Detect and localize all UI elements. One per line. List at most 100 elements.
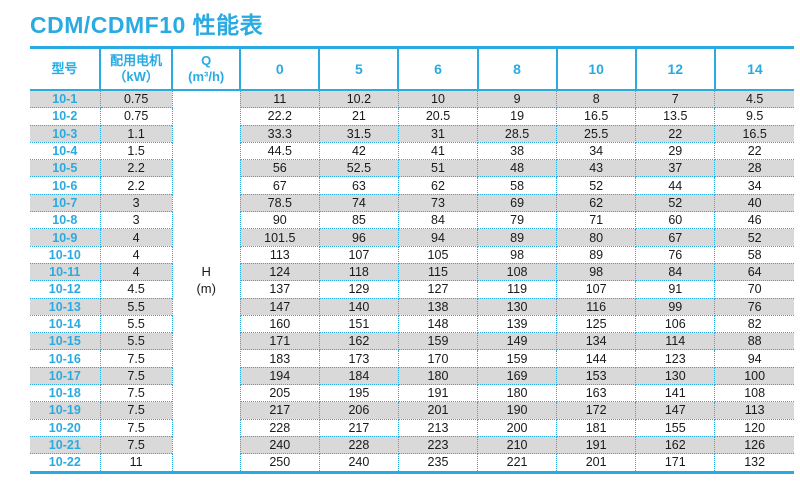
head-value-cell: 9 bbox=[477, 89, 558, 109]
head-value-cell: 58 bbox=[477, 176, 558, 195]
head-value-cell: 118 bbox=[318, 262, 399, 282]
head-value-cell: 62 bbox=[556, 193, 637, 213]
model-cell: 10-6 bbox=[30, 176, 101, 195]
head-value-cell: 84 bbox=[397, 211, 479, 230]
head-value-cell: 181 bbox=[556, 418, 637, 437]
table-row: 10-17 7.5 194 184 180 169 153 130 100 bbox=[30, 366, 794, 386]
head-value-cell: 228 bbox=[239, 418, 320, 437]
head-value-cell: 159 bbox=[477, 349, 558, 368]
head-value-cell: 101.5 bbox=[239, 228, 320, 247]
head-value-cell: 172 bbox=[556, 401, 637, 420]
col-header-motor-power: 配用电机 （kW） bbox=[99, 47, 173, 91]
motor-power-cell: 5.5 bbox=[99, 332, 173, 351]
head-value-cell: 96 bbox=[318, 228, 399, 247]
col-header-flow-5: 12 bbox=[634, 47, 715, 91]
head-value-cell: 124 bbox=[239, 262, 320, 282]
motor-power-cell: 7.5 bbox=[99, 401, 173, 420]
head-value-cell: 113 bbox=[239, 245, 320, 264]
head-value-cell: 151 bbox=[318, 314, 399, 334]
head-value-cell: 56 bbox=[239, 159, 320, 178]
model-cell: 10-4 bbox=[30, 141, 101, 161]
model-cell: 10-21 bbox=[30, 435, 101, 455]
table-row: 10-21 7.5 240 228 223 210 191 162 126 bbox=[30, 435, 794, 455]
head-value-cell: 89 bbox=[556, 245, 637, 264]
motor-power-cell: 7.5 bbox=[99, 418, 173, 437]
head-value-cell: 149 bbox=[477, 332, 558, 351]
head-value-cell: 90 bbox=[239, 211, 320, 230]
head-value-cell: 113 bbox=[714, 401, 794, 420]
head-value-cell: 94 bbox=[714, 349, 794, 368]
motor-power-cell: 5.5 bbox=[99, 314, 173, 334]
head-value-cell: 33.3 bbox=[239, 124, 320, 143]
motor-power-cell: 7.5 bbox=[99, 366, 173, 386]
head-value-cell: 22 bbox=[635, 124, 716, 143]
head-value-cell: 71 bbox=[556, 211, 637, 230]
head-unit-cell: H (m) bbox=[171, 90, 241, 473]
head-value-cell: 162 bbox=[635, 435, 716, 455]
head-value-cell: 4.5 bbox=[714, 89, 794, 109]
table-row: 10-19 7.5 217 206 201 190 172 147 113 bbox=[30, 401, 794, 420]
head-value-cell: 201 bbox=[556, 453, 637, 473]
head-value-cell: 25.5 bbox=[556, 124, 637, 143]
col-header-flow-0: 0 bbox=[239, 47, 320, 91]
head-value-cell: 63 bbox=[318, 176, 399, 195]
page-title: CDM/CDMF10 性能表 bbox=[30, 12, 264, 38]
model-cell: 10-20 bbox=[30, 418, 101, 437]
col-header-flow-3: 8 bbox=[476, 47, 557, 91]
motor-power-cell: 1.5 bbox=[99, 141, 173, 161]
motor-power-cell: 1.1 bbox=[99, 124, 173, 143]
head-value-cell: 190 bbox=[477, 401, 558, 420]
head-value-cell: 171 bbox=[635, 453, 716, 473]
head-value-cell: 250 bbox=[239, 453, 320, 473]
motor-power-cell: 3 bbox=[99, 193, 173, 213]
head-value-cell: 67 bbox=[239, 176, 320, 195]
head-value-cell: 213 bbox=[397, 418, 479, 437]
model-cell: 10-11 bbox=[30, 262, 101, 282]
head-value-cell: 10.2 bbox=[318, 89, 399, 109]
head-value-cell: 148 bbox=[397, 314, 479, 334]
motor-power-cell: 4 bbox=[99, 262, 173, 282]
head-value-cell: 80 bbox=[556, 228, 637, 247]
motor-power-cell: 2.2 bbox=[99, 159, 173, 178]
head-value-cell: 147 bbox=[635, 401, 716, 420]
motor-power-cell: 5.5 bbox=[99, 297, 173, 316]
motor-power-cell: 0.75 bbox=[99, 107, 173, 126]
model-cell: 10-9 bbox=[30, 228, 101, 247]
head-value-cell: 126 bbox=[714, 435, 794, 455]
table-row: 10-16 7.5 183 173 170 159 144 123 94 bbox=[30, 349, 794, 368]
model-cell: 10-18 bbox=[30, 384, 101, 403]
table-row: 10-7 3 78.5 74 73 69 62 52 40 bbox=[30, 193, 794, 213]
head-value-cell: 42 bbox=[318, 141, 399, 161]
head-value-cell: 183 bbox=[239, 349, 320, 368]
table-row: 10-11 4 124 118 115 108 98 84 64 bbox=[30, 262, 794, 282]
head-value-cell: 217 bbox=[318, 418, 399, 437]
head-value-cell: 62 bbox=[397, 176, 479, 195]
head-value-cell: 9.5 bbox=[714, 107, 794, 126]
head-value-cell: 76 bbox=[635, 245, 716, 264]
model-cell: 10-16 bbox=[30, 349, 101, 368]
head-value-cell: 85 bbox=[318, 211, 399, 230]
head-value-cell: 147 bbox=[239, 297, 320, 316]
head-value-cell: 115 bbox=[397, 262, 479, 282]
head-value-cell: 171 bbox=[239, 332, 320, 351]
head-value-cell: 89 bbox=[477, 228, 558, 247]
head-value-cell: 73 bbox=[397, 193, 479, 213]
model-cell: 10-10 bbox=[30, 245, 101, 264]
head-value-cell: 64 bbox=[714, 262, 794, 282]
motor-header-line2: （kW） bbox=[113, 69, 159, 84]
head-value-cell: 201 bbox=[397, 401, 479, 420]
head-unit-line1: H bbox=[201, 263, 211, 279]
head-value-cell: 130 bbox=[477, 297, 558, 316]
head-value-cell: 99 bbox=[635, 297, 716, 316]
head-value-cell: 94 bbox=[397, 228, 479, 247]
table-row: 10-15 5.5 171 162 159 149 134 114 88 bbox=[30, 332, 794, 351]
head-value-cell: 141 bbox=[635, 384, 716, 403]
head-value-cell: 139 bbox=[477, 314, 558, 334]
table-row: 10-10 4 113 107 105 98 89 76 58 bbox=[30, 245, 794, 264]
head-value-cell: 21 bbox=[318, 107, 399, 126]
head-unit-line2: (m) bbox=[196, 280, 216, 296]
head-value-cell: 46 bbox=[714, 211, 794, 230]
head-value-cell: 52 bbox=[714, 228, 794, 247]
motor-power-cell: 4.5 bbox=[99, 280, 173, 299]
head-value-cell: 82 bbox=[714, 314, 794, 334]
